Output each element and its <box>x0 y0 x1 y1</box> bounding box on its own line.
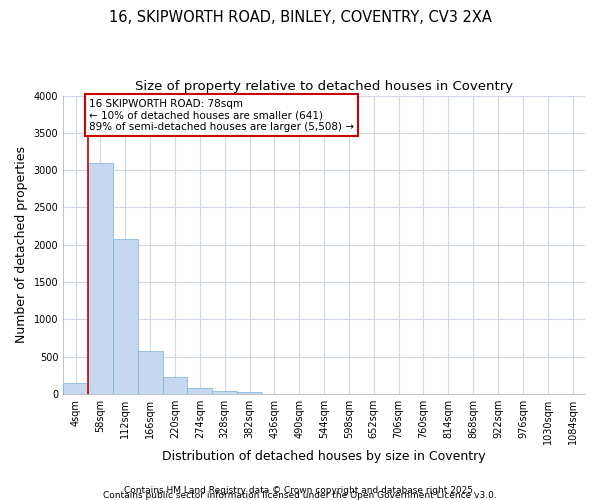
Bar <box>138 352 163 394</box>
Bar <box>63 384 88 394</box>
Bar <box>237 392 262 394</box>
X-axis label: Distribution of detached houses by size in Coventry: Distribution of detached houses by size … <box>162 450 486 462</box>
Title: Size of property relative to detached houses in Coventry: Size of property relative to detached ho… <box>135 80 513 93</box>
Bar <box>212 391 237 394</box>
Y-axis label: Number of detached properties: Number of detached properties <box>15 146 28 343</box>
Bar <box>88 162 113 394</box>
Bar <box>113 238 138 394</box>
Text: 16, SKIPWORTH ROAD, BINLEY, COVENTRY, CV3 2XA: 16, SKIPWORTH ROAD, BINLEY, COVENTRY, CV… <box>109 10 491 25</box>
Bar <box>187 388 212 394</box>
Text: 16 SKIPWORTH ROAD: 78sqm
← 10% of detached houses are smaller (641)
89% of semi-: 16 SKIPWORTH ROAD: 78sqm ← 10% of detach… <box>89 98 354 132</box>
Text: Contains HM Land Registry data © Crown copyright and database right 2025.: Contains HM Land Registry data © Crown c… <box>124 486 476 495</box>
Bar <box>163 377 187 394</box>
Text: Contains public sector information licensed under the Open Government Licence v3: Contains public sector information licen… <box>103 491 497 500</box>
